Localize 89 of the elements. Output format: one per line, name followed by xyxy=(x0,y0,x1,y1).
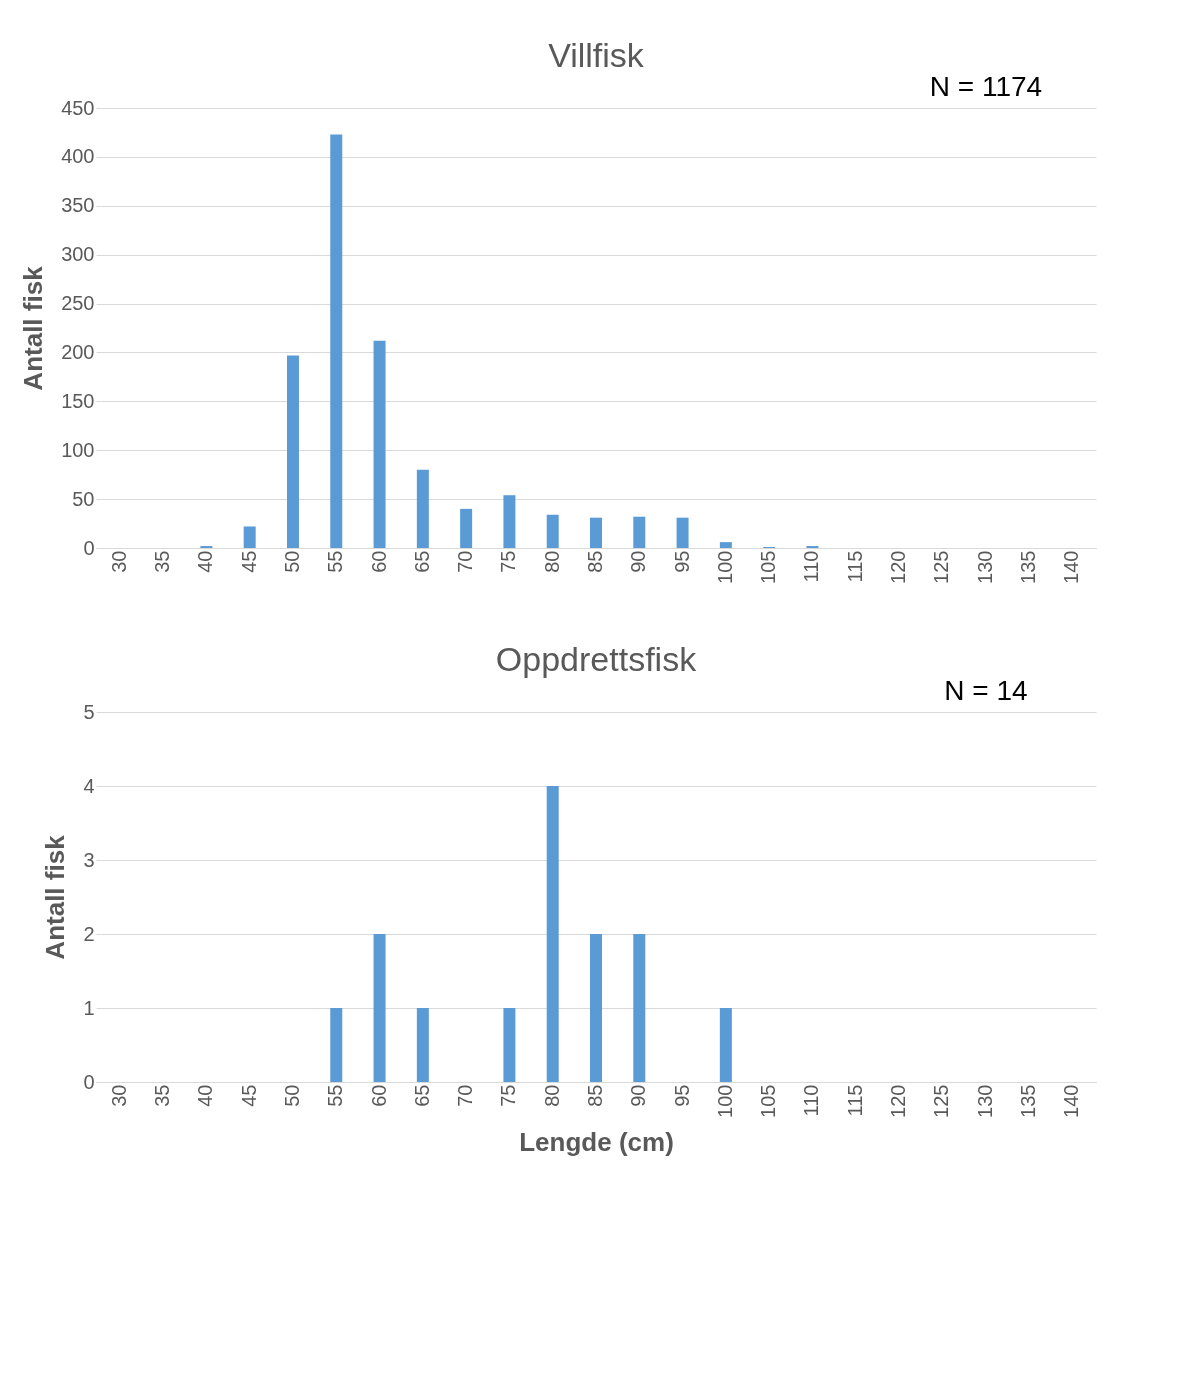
y-tick-label: 50 xyxy=(72,487,95,510)
x-tick-label: 75 xyxy=(497,550,520,573)
x-tick-label: 115 xyxy=(843,550,866,583)
x-tick-label: 80 xyxy=(540,550,563,573)
x-tick-label: 140 xyxy=(1060,550,1083,584)
x-tick-label: 130 xyxy=(973,550,996,584)
x-tick-label: 100 xyxy=(713,1084,736,1118)
bar xyxy=(243,526,256,548)
x-tick-label: 70 xyxy=(454,550,477,573)
x-tick-label: 135 xyxy=(1016,1084,1039,1118)
x-tick-label: 50 xyxy=(280,1084,303,1107)
x-tick-label: 40 xyxy=(194,1084,217,1107)
x-tick-label: 140 xyxy=(1060,1084,1083,1118)
x-tick-label: 125 xyxy=(930,550,953,584)
y-tick-label: 150 xyxy=(61,389,95,412)
bar xyxy=(633,934,646,1082)
chart-title: Oppdrettsfisk xyxy=(495,640,698,678)
x-tick-label: 130 xyxy=(973,1084,996,1118)
bar xyxy=(416,469,429,548)
bar xyxy=(373,340,386,548)
y-tick-label: 250 xyxy=(61,292,95,315)
y-tick-label: 1 xyxy=(83,996,95,1019)
x-tick-label: 50 xyxy=(280,550,303,573)
x-axis-title: Lengde (cm) xyxy=(519,1126,674,1157)
bar xyxy=(719,542,732,548)
text: N = 1174 xyxy=(929,71,1043,102)
x-tick-label: 85 xyxy=(584,550,606,573)
x-tick-label: 75 xyxy=(497,1084,520,1107)
chart-title: Villfisk xyxy=(548,36,645,74)
y-tick-label: 400 xyxy=(61,145,95,168)
y-tick-label: 350 xyxy=(61,194,95,217)
bar xyxy=(503,495,516,548)
y-tick-label: 300 xyxy=(61,243,95,266)
text: N = 14 xyxy=(944,675,1028,706)
bar xyxy=(373,934,386,1082)
bar xyxy=(503,1008,516,1082)
bar xyxy=(546,786,559,1082)
bar xyxy=(590,934,602,1082)
x-tick-label: 90 xyxy=(627,550,650,573)
x-tick-label: 60 xyxy=(367,1084,390,1107)
x-tick-label: 100 xyxy=(713,550,736,584)
bar xyxy=(719,1008,732,1082)
x-tick-label: 55 xyxy=(324,1084,347,1107)
x-tick-label: 95 xyxy=(670,550,693,573)
x-tick-label: 45 xyxy=(237,550,260,573)
x-tick-label: 35 xyxy=(151,550,174,573)
y-tick-label: 0 xyxy=(83,1070,95,1093)
x-tick-label: 65 xyxy=(410,1084,433,1107)
y-tick-label: 450 xyxy=(61,96,95,119)
y-tick-label: 5 xyxy=(83,700,95,723)
bar xyxy=(330,134,343,548)
y-tick-label: 200 xyxy=(61,340,95,363)
bar xyxy=(416,1008,429,1082)
x-tick-label: 45 xyxy=(237,1084,260,1107)
x-tick-label: 120 xyxy=(887,1084,910,1118)
y-axis-title: Antall fisk xyxy=(40,834,71,960)
x-tick-label: 65 xyxy=(410,550,433,573)
x-tick-label: 125 xyxy=(930,1084,953,1118)
x-tick-label: 80 xyxy=(540,1084,563,1107)
x-tick-label: 105 xyxy=(757,550,780,584)
x-tick-label: 95 xyxy=(670,1084,693,1107)
bar xyxy=(590,517,602,548)
y-tick-label: 2 xyxy=(83,922,95,945)
x-tick-label: 40 xyxy=(194,550,217,573)
y-tick-label: 100 xyxy=(61,438,95,461)
x-tick-label: 110 xyxy=(800,550,823,583)
x-tick-label: 110 xyxy=(800,1084,823,1117)
bar xyxy=(633,516,646,548)
y-tick-label: 4 xyxy=(83,774,95,797)
bar xyxy=(460,508,473,548)
bar xyxy=(546,514,559,548)
x-tick-label: 115 xyxy=(843,1084,866,1117)
x-tick-label: 70 xyxy=(454,1084,477,1107)
x-tick-label: 35 xyxy=(151,1084,174,1107)
bar xyxy=(676,517,689,548)
x-tick-label: 30 xyxy=(107,550,130,573)
x-tick-label: 60 xyxy=(367,550,390,573)
y-tick-label: 0 xyxy=(83,536,95,559)
x-tick-label: 90 xyxy=(627,1084,650,1107)
y-axis-title: Antall fisk xyxy=(18,265,49,391)
x-tick-label: 55 xyxy=(324,550,347,573)
x-tick-label: 85 xyxy=(584,1084,606,1107)
x-tick-label: 135 xyxy=(1016,550,1039,584)
y-tick-label: 3 xyxy=(83,848,95,871)
bar xyxy=(330,1008,343,1082)
x-tick-label: 120 xyxy=(887,550,910,584)
x-tick-label: 105 xyxy=(757,1084,780,1118)
bar xyxy=(286,355,299,548)
x-tick-label: 30 xyxy=(107,1084,130,1107)
